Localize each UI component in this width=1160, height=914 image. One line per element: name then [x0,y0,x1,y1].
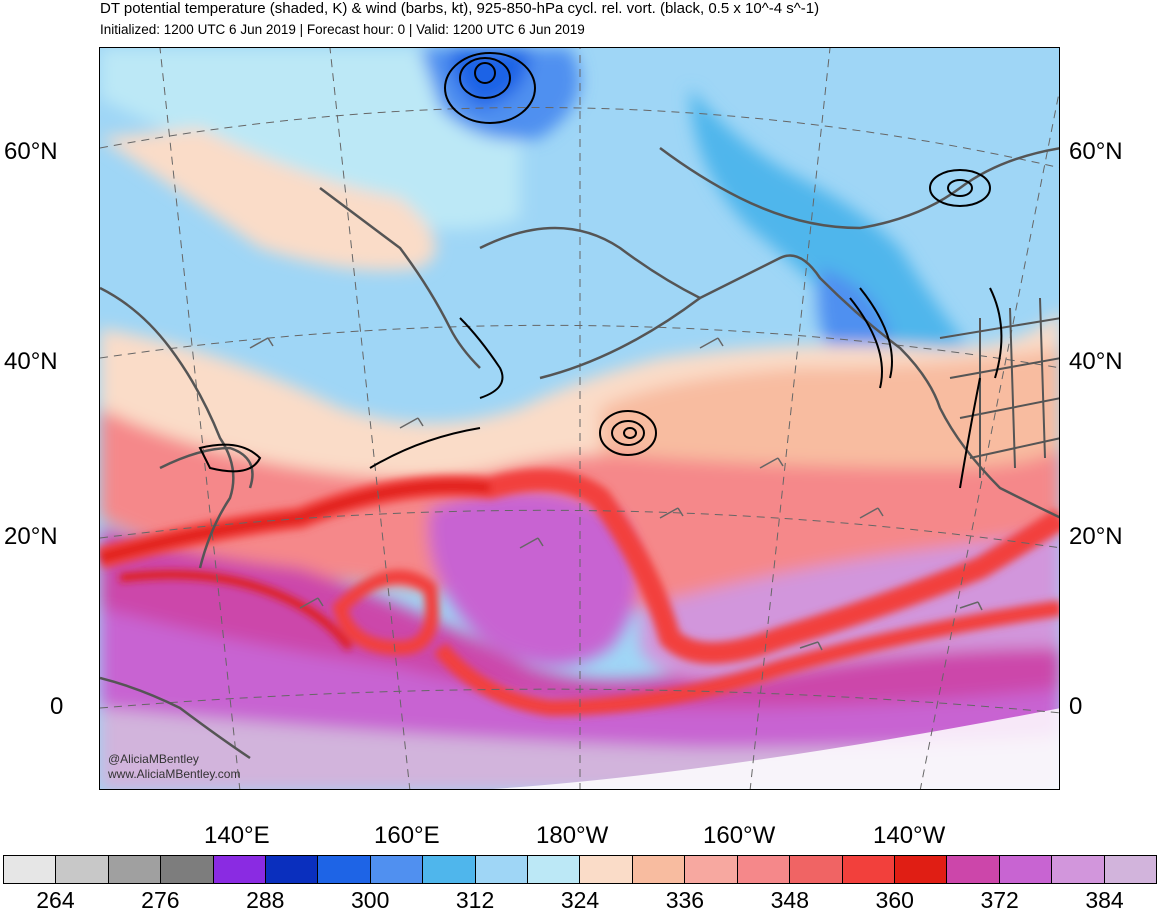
colorbar-tick-label: 384 [1085,887,1124,913]
colorbar-tick-label: 276 [141,887,180,913]
colorbar-tick-label: 312 [455,887,495,913]
colorbar-tick-label: 288 [246,887,285,913]
credit-handle: @AliciaMBentley [108,752,199,766]
lat-label-40n-right: 40°N [1069,348,1123,375]
colorbar-tick-label: 324 [560,887,600,913]
colorbar [3,855,1157,884]
colorbar-swatch [842,856,895,883]
colorbar-tick-label: 360 [875,887,914,913]
colorbar-swatch [370,856,424,883]
colorbar-swatch [737,856,791,883]
lon-label-160w: 160°W [703,822,776,849]
colorbar-tick-label: 264 [36,887,75,913]
colorbar-swatch [528,856,581,883]
lat-label-60n-left: 60°N [4,138,58,165]
graticule [100,48,1059,789]
colorbar-swatch [475,856,529,883]
chart-subtitle: Initialized: 1200 UTC 6 Jun 2019 | Forec… [100,22,585,37]
colorbar-swatch [4,856,57,883]
colorbar-swatch [56,856,109,883]
lat-label-20n-right: 20°N [1069,523,1123,550]
colorbar-tick-label: 336 [665,887,705,913]
vorticity-contours [198,52,1003,489]
map-panel [99,47,1060,790]
colorbar-swatch [318,856,371,883]
colorbar-swatch [1052,856,1105,883]
colorbar-swatch [266,856,319,883]
colorbar-swatch [790,856,843,883]
missing-data [492,708,1059,789]
lat-label-0-left: 0 [50,693,64,720]
shaded-field [100,48,1059,789]
red-ribbon [100,469,1059,717]
lon-label-140w: 140°W [873,822,946,849]
colorbar-swatch [947,856,1000,883]
colorbar-swatch [161,856,214,883]
colorbar-tick-label: 372 [980,887,1019,913]
wind-barbs [249,337,983,651]
lat-label-0-right: 0 [1069,693,1083,720]
colorbar-swatch [1104,856,1156,883]
colorbar-swatch [423,856,476,883]
colorbar-swatch [685,856,738,883]
colorbar-swatch [108,856,162,883]
colorbar-swatch [580,856,633,883]
credit-url: www.AliciaMBentley.com [108,767,241,781]
map-canvas [100,48,1059,789]
colorbar-tick-label: 300 [350,887,390,913]
colorbar-swatch [632,856,686,883]
colorbar-tick-label: 348 [770,887,809,913]
colorbar-swatch [213,856,267,883]
lon-label-140e: 140°E [204,822,270,849]
lat-label-20n-left: 20°N [4,523,58,550]
lon-label-180w: 180°W [536,822,609,849]
lon-label-160e: 160°E [374,822,440,849]
lat-label-40n-left: 40°N [4,348,58,375]
chart-title: DT potential temperature (shaded, K) & w… [100,0,820,17]
colorbar-swatch [999,856,1053,883]
lat-label-60n-right: 60°N [1069,138,1123,165]
colorbar-swatch [894,856,948,883]
